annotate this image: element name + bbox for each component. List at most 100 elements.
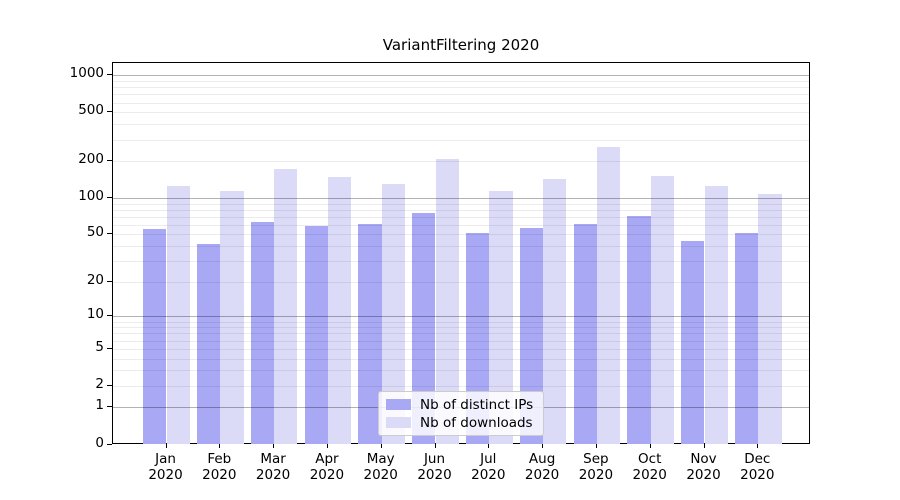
y-tick-20: [107, 280, 112, 282]
x-tick-label-feb: Feb 2020: [189, 451, 249, 483]
x-label-year: 2020: [148, 467, 183, 483]
bar-nb-of-downloads-jun: [435, 159, 459, 444]
minor-gridline-6: [113, 340, 809, 342]
minor-gridline-60: [113, 224, 809, 226]
minor-gridline-400: [113, 124, 809, 126]
x-label-year: 2020: [740, 467, 775, 483]
x-label-month: Jun: [423, 451, 446, 467]
y-tick-label-20: 20: [86, 271, 104, 288]
x-label-month: May: [366, 451, 395, 467]
x-tick-label-jun: Jun 2020: [405, 451, 465, 483]
x-tick-jan: [165, 444, 167, 448]
x-label-year: 2020: [686, 467, 721, 483]
x-tick-feb: [219, 444, 221, 448]
bar-nb-of-distinct-ips-mar: [250, 221, 275, 444]
minor-gridline-40: [113, 246, 809, 248]
y-tick-2: [107, 384, 112, 386]
bar-nb-of-distinct-ips-oct: [627, 215, 651, 444]
bar-nb-of-downloads-aug: [543, 179, 567, 444]
x-label-month: Jul: [480, 451, 497, 467]
x-tick-label-jan: Jan 2020: [136, 451, 196, 483]
x-label-year: 2020: [471, 467, 506, 483]
x-label-month: Aug: [528, 451, 556, 467]
legend-item-nb-of-downloads: Nb of downloads: [386, 414, 535, 431]
legend-label: Nb of distinct IPs: [420, 396, 534, 413]
x-tick-dec: [757, 444, 759, 448]
minor-gridline-20: [113, 281, 809, 283]
bar-nb-of-downloads-oct: [650, 176, 674, 444]
x-tick-nov: [703, 444, 705, 448]
x-label-month: Mar: [260, 451, 286, 467]
y-tick-5: [107, 347, 112, 349]
x-tick-label-mar: Mar 2020: [243, 451, 303, 483]
x-tick-sep: [595, 444, 597, 448]
bar-nb-of-distinct-ips-sep: [573, 223, 597, 444]
minor-gridline-70: [113, 216, 809, 218]
x-tick-label-dec: Dec 2020: [727, 451, 787, 483]
major-gridline-100: [113, 197, 809, 199]
y-tick-label-100: 100: [78, 187, 104, 204]
minor-gridline-700: [113, 94, 809, 96]
x-label-month: Nov: [690, 451, 717, 467]
bar-nb-of-distinct-ips-apr: [304, 226, 328, 444]
x-label-month: Jan: [155, 451, 176, 467]
x-label-month: Sep: [583, 451, 609, 467]
y-tick-50: [107, 233, 112, 235]
y-tick-label-500: 500: [78, 102, 104, 119]
y-tick-200: [107, 160, 112, 162]
x-tick-label-may: May 2020: [351, 451, 411, 483]
minor-gridline-5: [113, 348, 809, 350]
y-tick-label-5: 5: [95, 338, 104, 355]
x-tick-oct: [649, 444, 651, 448]
bar-nb-of-downloads-apr: [327, 177, 352, 444]
bar-nb-of-distinct-ips-jun: [412, 212, 436, 444]
x-label-year: 2020: [632, 467, 667, 483]
x-tick-label-nov: Nov 2020: [674, 451, 734, 483]
x-tick-aug: [542, 444, 544, 448]
legend-swatch-icon: [386, 399, 411, 410]
legend-swatch-icon: [386, 417, 411, 428]
y-tick-10: [107, 315, 112, 317]
legend: Nb of distinct IPs Nb of downloads: [378, 391, 544, 436]
x-label-month: Oct: [638, 451, 662, 467]
minor-gridline-9: [113, 321, 809, 323]
legend-label: Nb of downloads: [420, 414, 533, 431]
x-label-year: 2020: [578, 467, 614, 483]
minor-gridline-7: [113, 333, 809, 335]
bar-nb-of-downloads-dec: [758, 194, 782, 444]
x-label-month: Apr: [315, 451, 339, 467]
minor-gridline-300: [113, 139, 809, 141]
minor-gridline-30: [113, 261, 809, 263]
x-label-month: Feb: [207, 451, 232, 467]
y-tick-label-200: 200: [78, 151, 104, 168]
bar-nb-of-downloads-mar: [274, 168, 298, 444]
bar-nb-of-distinct-ips-aug: [519, 228, 544, 444]
minor-gridline-800: [113, 87, 809, 89]
bar-nb-of-downloads-feb: [220, 191, 244, 444]
x-tick-apr: [326, 444, 328, 448]
bar-nb-of-downloads-nov: [704, 185, 728, 444]
x-label-year: 2020: [417, 467, 452, 483]
major-gridline-1000: [113, 75, 809, 77]
y-tick-label-2: 2: [95, 375, 104, 392]
gridlines-layer: [113, 63, 809, 443]
bar-nb-of-downloads-may: [381, 184, 405, 444]
minor-gridline-500: [113, 112, 809, 114]
bar-nb-of-distinct-ips-dec: [735, 232, 759, 444]
x-label-year: 2020: [255, 467, 291, 483]
x-label-month: Dec: [744, 451, 771, 467]
y-tick-1000: [107, 74, 112, 76]
x-tick-label-oct: Oct 2020: [620, 451, 680, 483]
minor-gridline-50: [113, 234, 809, 236]
x-tick-jun: [434, 444, 436, 448]
y-tick-label-0: 0: [95, 434, 104, 451]
x-tick-jul: [488, 444, 490, 448]
legend-item-nb-of-distinct-ips: Nb of distinct IPs: [386, 396, 535, 413]
y-tick-100: [107, 196, 112, 198]
bars-layer: [113, 63, 809, 444]
minor-gridline-90: [113, 203, 809, 205]
minor-gridline-2: [113, 385, 809, 387]
bar-nb-of-distinct-ips-nov: [681, 240, 705, 444]
minor-gridline-80: [113, 209, 809, 211]
x-label-year: 2020: [363, 467, 398, 483]
